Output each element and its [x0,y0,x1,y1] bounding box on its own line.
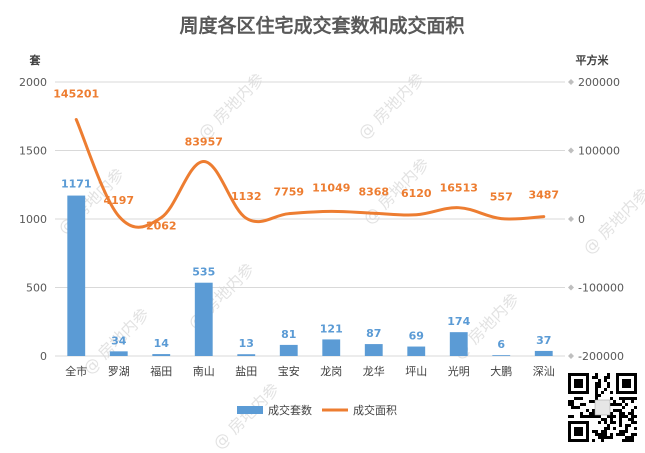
bar-data-label: 13 [239,337,254,350]
bar-data-label: 6 [497,338,505,351]
category-label: 罗湖 [108,365,130,378]
bar [279,344,298,356]
bar-data-label: 174 [447,315,470,328]
bar-data-label: 535 [192,266,215,279]
left-axis-ticks: 0 500 1000 1500 2000 [19,76,47,363]
line-data-label: 1132 [231,190,262,203]
bar [109,351,128,356]
category-label: 盐田 [235,365,257,378]
left-tick-label: 0 [40,350,47,363]
right-tick-marker [568,284,574,291]
line-data-label: 2062 [146,220,177,233]
right-tick-label: 0 [578,213,585,226]
bar [194,282,213,356]
category-label: 全市 [65,364,87,378]
watermark-text: @ 房地内参 [194,69,268,143]
line-data-label: 11049 [312,181,350,194]
line-data-label: 4197 [103,194,134,207]
bar [492,355,511,356]
line-data-label: 3487 [528,189,559,202]
bar-data-label: 121 [320,322,343,335]
right-tick-label: -100000 [578,282,624,295]
right-tick-marker [568,216,574,222]
left-tick-label: 1000 [19,213,47,226]
qr-center-logo [594,399,611,416]
bar-data-label: 87 [366,327,381,340]
right-tick-label: 100000 [578,145,620,158]
legend-bar-swatch [237,406,263,414]
legend: 成交套数 成交面积 [237,403,397,417]
right-axis-unit: 平方米 [576,53,610,67]
category-label: 福田 [150,364,172,378]
bar [407,346,426,356]
category-label: 宝安 [278,364,300,378]
category-label: 龙华 [363,364,385,378]
legend-line-label: 成交面积 [353,403,397,417]
bar [152,354,171,356]
bar-data-label: 1171 [61,178,92,191]
bar-data-label: 37 [536,334,551,347]
qr-code [566,371,639,444]
bar [534,350,553,356]
right-tick-marker [568,353,574,359]
category-axis: 全市 罗湖 福田 南山 盐田 宝安 龙岗 龙华 坪山 光明 大鹏 深汕 [65,364,555,378]
bar-data-label: 81 [281,328,296,341]
category-label: 深汕 [533,365,555,378]
line-data-label: 7759 [273,186,304,199]
watermark-text: @ 房地内参 [354,69,428,143]
data-labels: 1171 34 14 535 13 81 121 87 69 174 6 37 145201 4197 20… [53,88,559,352]
line-data-label: 8368 [358,185,389,198]
bar [67,195,86,356]
category-label: 南山 [193,365,215,378]
left-tick-label: 500 [26,282,47,295]
category-label: 坪山 [405,365,427,378]
area-line [74,118,546,229]
line-series [74,118,546,229]
bar [449,332,468,356]
line-data-label: 83957 [185,135,223,148]
line-data-label: 6120 [401,187,432,200]
grid-layer [55,81,565,357]
right-tick-marker [568,79,574,85]
watermark-text: @ 房地内参 [579,184,645,258]
bar-data-label: 14 [154,337,170,350]
left-tick-label: 1500 [19,145,47,158]
bar [237,354,256,356]
category-label: 龙岗 [320,365,342,378]
right-tick-label: -200000 [578,350,624,363]
legend-bar-label: 成交套数 [268,403,312,417]
right-axis-ticks: -200000 -100000 0 100000 200000 [568,76,624,363]
bar [364,344,383,356]
category-label: 光明 [448,364,470,378]
watermark-layer: @ 房地内参@ 房地内参@ 房地内参@ 房地内参@ 房地内参@ 房地内参 @ 房地… [54,69,645,453]
line-data-label: 557 [490,191,513,204]
chart-title: 周度各区住宅成交套数和成交面积 [179,14,464,37]
left-tick-label: 2000 [19,76,47,89]
category-label: 大鹏 [490,364,512,378]
bar [322,339,341,356]
right-tick-label: 200000 [578,76,620,89]
right-tick-marker [568,147,574,154]
line-data-label: 16513 [440,182,478,195]
bar-series [67,195,553,356]
line-data-label: 145201 [53,88,99,101]
bar-data-label: 34 [111,334,127,347]
left-axis-unit: 套 [30,53,42,67]
bar-data-label: 69 [409,330,424,343]
